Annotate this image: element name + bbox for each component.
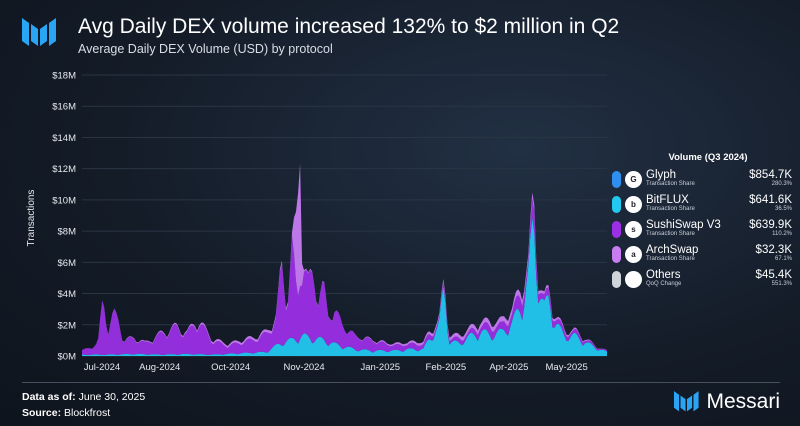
legend-sub: Transaction Share <box>646 180 695 187</box>
legend-name: Others <box>646 268 681 281</box>
legend-pct: 67.1% <box>774 255 792 262</box>
legend-sub: Transaction Share <box>646 230 695 237</box>
legend-item-others: Others QoQ Change $45.4K 551.3% <box>612 267 792 292</box>
y-tick-label: $12M <box>52 164 76 175</box>
source-label: Source: <box>22 407 62 419</box>
messari-logo-icon <box>22 18 56 46</box>
legend-swatch <box>612 271 621 288</box>
x-tick-label: Nov-2024 <box>284 362 325 373</box>
brand-name: Messari <box>706 390 780 413</box>
protocol-logo-icon <box>625 271 642 288</box>
x-tick-label: May-2025 <box>546 362 588 373</box>
legend-item-sushiswap-v3: s SushiSwap V3 Transaction Share $639.9K 110… <box>612 217 792 242</box>
footer: Data as of: June 30, 2025 Source: Blockf… <box>22 389 145 421</box>
x-tick-label: Feb-2025 <box>426 362 467 373</box>
footer-divider <box>22 382 780 383</box>
protocol-logo-icon: a <box>625 246 642 263</box>
legend-item-archswap: a ArchSwap Transaction Share $32.3K 67.1% <box>612 242 792 267</box>
area-series-sushiswap-v3 <box>82 198 607 356</box>
source-value: Blockfrost <box>61 407 111 419</box>
messari-brand-icon <box>674 391 700 412</box>
protocol-logo-icon: G <box>625 171 642 188</box>
legend-title: Volume (Q3 2024) <box>668 152 748 163</box>
area-series-bitflux <box>82 217 607 356</box>
protocol-logo-icon: s <box>625 221 642 238</box>
brand: Messari <box>674 390 780 414</box>
legend-sub: Transaction Share <box>646 205 695 212</box>
legend-name: ArchSwap <box>646 243 699 256</box>
legend-value: $854.7K <box>749 168 792 181</box>
legend-value: $45.4K <box>755 268 792 281</box>
legend-item-glyph: G Glyph Transaction Share $854.7K 280.3% <box>612 167 792 192</box>
legend-swatch <box>612 171 621 188</box>
x-tick-label: Jul-2024 <box>84 362 120 373</box>
x-tick-label: Aug-2024 <box>139 362 180 373</box>
legend-swatch <box>612 221 621 238</box>
legend-name: BitFLUX <box>646 193 689 206</box>
y-tick-label: $4M <box>58 289 77 300</box>
legend-sub: Transaction Share <box>646 255 695 262</box>
legend-pct: 110.2% <box>772 230 792 237</box>
y-axis-label: Transactions <box>26 190 37 247</box>
legend-value: $639.9K <box>749 218 792 231</box>
y-tick-label: $6M <box>58 258 77 269</box>
legend-swatch <box>612 196 621 213</box>
legend-pct: 280.3% <box>771 180 792 187</box>
data-as-of-label: Data as of: <box>22 391 76 403</box>
legend-sub: QoQ Change <box>646 280 682 287</box>
legend-swatch <box>612 246 621 263</box>
legend-name: SushiSwap V3 <box>646 218 721 231</box>
y-tick-label: $10M <box>52 195 76 206</box>
legend-pct: 551.3% <box>771 280 792 287</box>
data-as-of-value: June 30, 2025 <box>75 391 146 403</box>
legend-pct: 36.5% <box>774 205 792 212</box>
protocol-logo-icon: b <box>625 196 642 213</box>
x-tick-label: Apr-2025 <box>489 362 528 373</box>
x-tick-label: Oct-2024 <box>211 362 250 373</box>
legend: Volume (Q3 2024) G Glyph Transaction Share… <box>612 152 792 292</box>
y-tick-label: $16M <box>52 102 76 113</box>
legend-value: $641.6K <box>749 193 792 206</box>
y-tick-label: $0M <box>58 352 77 363</box>
legend-item-bitflux: b BitFLUX Transaction Share $641.6K 36.5% <box>612 192 792 217</box>
y-tick-label: $14M <box>52 133 76 144</box>
header: Avg Daily DEX volume increased 132% to $… <box>22 14 619 56</box>
legend-value: $32.3K <box>755 243 792 256</box>
page-title: Avg Daily DEX volume increased 132% to $… <box>78 15 620 38</box>
y-tick-label: $8M <box>58 227 77 238</box>
y-tick-label: $2M <box>58 320 77 331</box>
chart-subtitle: Average Daily DEX Volume (USD) by protoc… <box>78 42 333 56</box>
x-tick-label: Jan-2025 <box>360 362 400 373</box>
y-tick-label: $18M <box>52 71 76 82</box>
legend-name: Glyph <box>646 168 677 181</box>
